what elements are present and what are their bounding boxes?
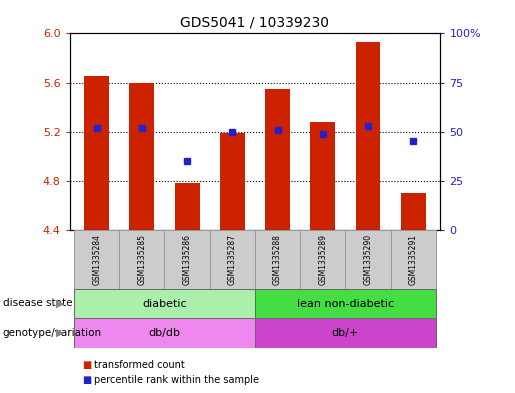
Text: genotype/variation: genotype/variation — [3, 328, 101, 338]
Text: GSM1335286: GSM1335286 — [183, 234, 192, 285]
Text: GSM1335289: GSM1335289 — [318, 234, 327, 285]
Text: diabetic: diabetic — [142, 299, 187, 309]
Bar — [74, 230, 119, 289]
Bar — [255, 289, 436, 318]
Text: ▶: ▶ — [56, 298, 64, 309]
Text: GSM1335291: GSM1335291 — [409, 234, 418, 285]
Text: db/db: db/db — [148, 328, 180, 338]
Bar — [84, 76, 109, 230]
Text: transformed count: transformed count — [94, 360, 184, 371]
Text: ■: ■ — [82, 375, 92, 386]
Text: GSM1335287: GSM1335287 — [228, 234, 237, 285]
Bar — [346, 230, 390, 289]
Text: GSM1335285: GSM1335285 — [138, 234, 146, 285]
Text: ▶: ▶ — [56, 328, 64, 338]
Bar — [164, 230, 210, 289]
Bar — [401, 193, 425, 230]
Bar — [220, 133, 245, 230]
Bar — [300, 230, 346, 289]
Bar — [129, 83, 154, 230]
Text: GSM1335284: GSM1335284 — [92, 234, 101, 285]
Bar — [74, 289, 255, 318]
Bar — [175, 183, 199, 230]
Text: GSM1335290: GSM1335290 — [364, 234, 372, 285]
Bar — [210, 230, 255, 289]
Bar — [119, 230, 164, 289]
Bar — [255, 318, 436, 348]
Bar — [74, 318, 255, 348]
Title: GDS5041 / 10339230: GDS5041 / 10339230 — [180, 15, 330, 29]
Text: db/+: db/+ — [332, 328, 359, 338]
Text: ■: ■ — [82, 360, 92, 371]
Text: GSM1335288: GSM1335288 — [273, 234, 282, 285]
Bar — [390, 230, 436, 289]
Bar — [255, 230, 300, 289]
Bar — [355, 42, 381, 230]
Bar — [265, 89, 290, 230]
Bar — [311, 122, 335, 230]
Text: disease state: disease state — [3, 298, 72, 309]
Text: lean non-diabetic: lean non-diabetic — [297, 299, 394, 309]
Text: percentile rank within the sample: percentile rank within the sample — [94, 375, 259, 386]
